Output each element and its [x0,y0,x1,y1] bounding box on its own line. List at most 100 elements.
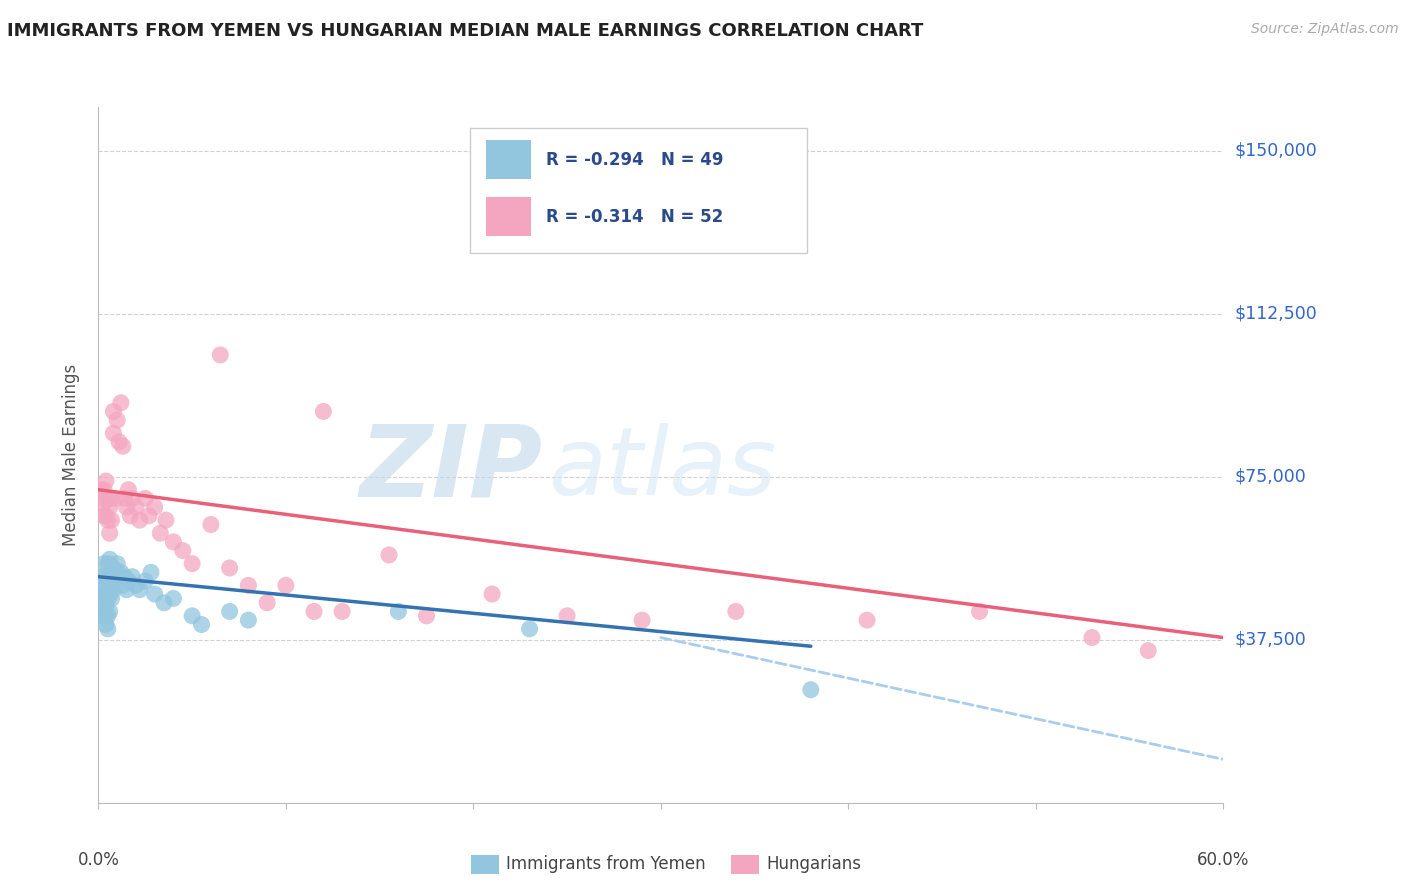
Text: IMMIGRANTS FROM YEMEN VS HUNGARIAN MEDIAN MALE EARNINGS CORRELATION CHART: IMMIGRANTS FROM YEMEN VS HUNGARIAN MEDIA… [7,22,924,40]
Point [128,582,150,597]
Point [125,578,148,592]
Point [115,582,138,597]
Point [97,491,120,506]
Point [312,404,335,418]
Point [172,543,194,558]
Point [378,548,401,562]
Point [94,617,117,632]
Point [94,600,117,615]
Point [91,500,114,514]
Point [631,613,654,627]
Point [111,578,134,592]
Point [238,613,260,627]
Point [97,513,120,527]
Point [218,605,240,619]
Point [121,491,143,506]
Point [724,605,747,619]
Point [94,587,117,601]
Y-axis label: Median Male Earnings: Median Male Earnings [62,364,80,546]
Point [128,513,150,527]
Point [117,483,139,497]
Point [330,605,353,619]
Point [143,500,166,514]
Point [256,596,278,610]
Point [91,600,114,615]
Point [97,608,120,623]
Point [114,570,136,584]
Text: $150,000: $150,000 [1234,142,1317,160]
Point [139,566,162,580]
Point [110,566,132,580]
Point [1137,643,1160,657]
Point [800,682,823,697]
Point [200,517,222,532]
Point [98,526,121,541]
Point [94,508,117,523]
Point [89,608,111,623]
Point [93,557,115,571]
Point [98,500,121,514]
Point [155,513,177,527]
FancyBboxPatch shape [470,128,807,253]
Point [481,587,503,601]
Point [103,561,125,575]
Point [302,605,325,619]
Text: ZIP: ZIP [360,420,543,517]
Point [153,596,176,610]
Point [138,508,160,523]
Point [93,608,115,623]
Point [94,474,117,488]
Text: 60.0%: 60.0% [1197,851,1250,869]
Text: R = -0.294   N = 49: R = -0.294 N = 49 [546,151,724,169]
Point [121,570,143,584]
Text: Hungarians: Hungarians [766,855,862,873]
Point [190,617,212,632]
Text: $112,500: $112,500 [1234,304,1317,323]
Point [103,404,125,418]
Point [969,605,991,619]
Point [114,491,136,506]
Point [238,578,260,592]
Point [218,561,240,575]
Text: 0.0%: 0.0% [77,851,120,869]
Point [105,557,128,571]
Point [91,491,114,506]
Point [143,587,166,601]
Point [387,605,409,619]
Point [115,500,138,514]
Point [856,613,879,627]
Text: $37,500: $37,500 [1234,631,1306,648]
Point [103,426,125,441]
Point [100,491,122,506]
Point [89,483,111,497]
Point [103,582,125,597]
Point [98,552,121,566]
Point [110,395,132,409]
Point [117,574,139,588]
Point [100,513,122,527]
Point [162,534,184,549]
Point [98,587,121,601]
Point [104,491,127,506]
Point [100,570,122,584]
Point [94,570,117,584]
Text: Source: ZipAtlas.com: Source: ZipAtlas.com [1251,22,1399,37]
Point [108,570,131,584]
Text: Immigrants from Yemen: Immigrants from Yemen [506,855,706,873]
Point [519,622,541,636]
Point [120,508,142,523]
Point [89,591,111,606]
Point [97,622,120,636]
Point [91,587,114,601]
Point [108,434,131,449]
Point [555,608,578,623]
Point [105,413,128,427]
Point [181,557,204,571]
Point [97,591,120,606]
Point [93,591,115,606]
Point [134,491,156,506]
Point [97,578,120,592]
Point [274,578,297,592]
Text: R = -0.314   N = 52: R = -0.314 N = 52 [546,208,723,226]
Point [100,591,122,606]
